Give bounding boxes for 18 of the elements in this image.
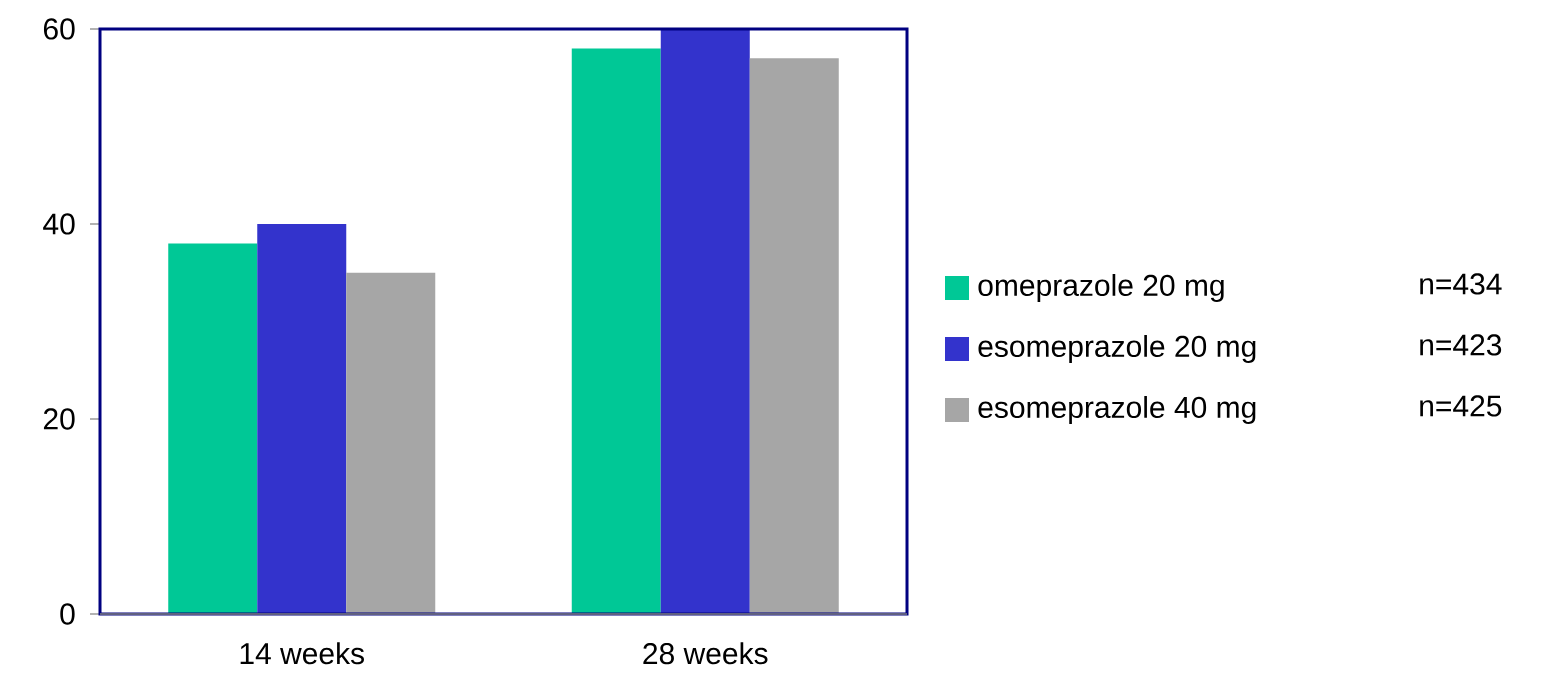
bar <box>168 243 258 614</box>
bar <box>346 272 436 614</box>
text: n=434 <box>1420 273 1502 295</box>
legend-label: omeprazole 20 mg <box>978 274 1224 302</box>
text: n=423 <box>1420 334 1502 356</box>
y-tick-label: 20 <box>43 408 75 430</box>
text: n=425 <box>1420 395 1502 417</box>
x-tick-label: 28 weeks <box>643 642 768 665</box>
y-tick-label: 40 <box>43 213 75 235</box>
x-tick-label: 14 weeks <box>240 642 364 665</box>
bar <box>257 224 347 614</box>
legend-label: esomeprazole 20 mg <box>978 335 1256 363</box>
bar <box>749 58 839 614</box>
legend-label: esomeprazole 40 mg <box>978 396 1256 424</box>
y-tick-label: 0 <box>60 603 75 625</box>
bar <box>660 29 750 614</box>
y-tick-label: 60 <box>43 18 75 40</box>
bar <box>571 48 661 614</box>
